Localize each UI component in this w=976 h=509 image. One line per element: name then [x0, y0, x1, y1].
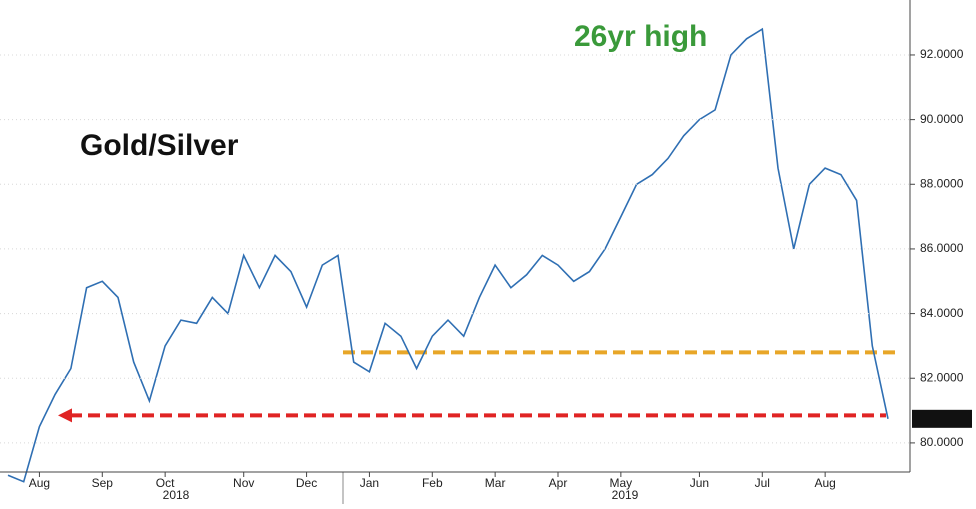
y-tick-label: 86.0000 [920, 241, 964, 255]
x-tick-label: Mar [485, 476, 506, 490]
y-tick-label: 82.0000 [920, 370, 964, 384]
y-tick-label: 84.0000 [920, 306, 964, 320]
x-tick-label: Sep [92, 476, 114, 490]
year-label: 2018 [163, 488, 190, 502]
x-tick-label: Jun [690, 476, 709, 490]
x-tick-label: Jan [360, 476, 379, 490]
arrow-head [58, 408, 72, 423]
x-tick-label: Dec [296, 476, 317, 490]
annotation: 26yr high [574, 20, 707, 53]
x-tick-label: Jul [755, 476, 770, 490]
last-value-box [912, 409, 972, 428]
y-tick-label: 88.0000 [920, 176, 964, 190]
y-tick-label: 80.0000 [920, 435, 964, 449]
x-tick-label: Aug [29, 476, 50, 490]
x-tick-label: Apr [549, 476, 568, 490]
annotation: Gold/Silver [80, 129, 239, 162]
x-tick-label: Feb [422, 476, 443, 490]
x-tick-label: Oct [156, 476, 175, 490]
x-tick-label: Nov [233, 476, 254, 490]
y-tick-label: 92.0000 [920, 47, 964, 61]
y-tick-label: 90.0000 [920, 112, 964, 126]
x-tick-label: Aug [814, 476, 835, 490]
x-tick-label: May [610, 476, 633, 490]
year-label: 2019 [612, 488, 639, 502]
price-line [7, 27, 889, 483]
